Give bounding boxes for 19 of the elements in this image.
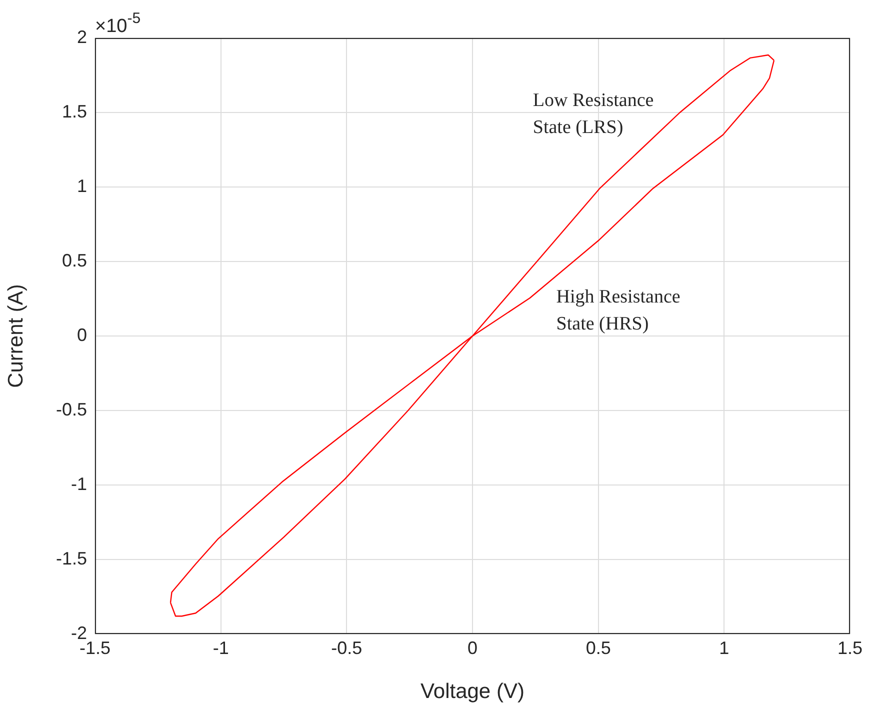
y-axis-title: Current (A) [4, 284, 28, 388]
x-tick-label: 0 [467, 638, 478, 658]
x-tick-label: 1.5 [837, 638, 863, 658]
y-tick-label: 1.5 [62, 101, 87, 122]
x-tick-label: -0.5 [331, 638, 362, 658]
y-tick-label: 0.5 [62, 250, 87, 270]
y-tick-label: 2 [76, 26, 87, 47]
x-tick-label: 0.5 [586, 638, 611, 658]
y-tick-label: -1.5 [56, 548, 87, 568]
y-tick-label: -1 [70, 474, 87, 494]
x-axis-title: Voltage (V) [420, 680, 524, 704]
annotation: High Resistance State (HRS) [556, 286, 680, 334]
y-tick-label: -0.5 [56, 399, 87, 420]
annotation: Low Resistance State (LRS) [532, 90, 654, 138]
x-tick-label: -1 [212, 638, 229, 658]
x-tick-label: 1 [719, 638, 730, 658]
y-tick-label: -2 [70, 622, 87, 643]
y-tick-label: 1 [76, 176, 87, 196]
y-tick-label: 0 [76, 324, 87, 345]
